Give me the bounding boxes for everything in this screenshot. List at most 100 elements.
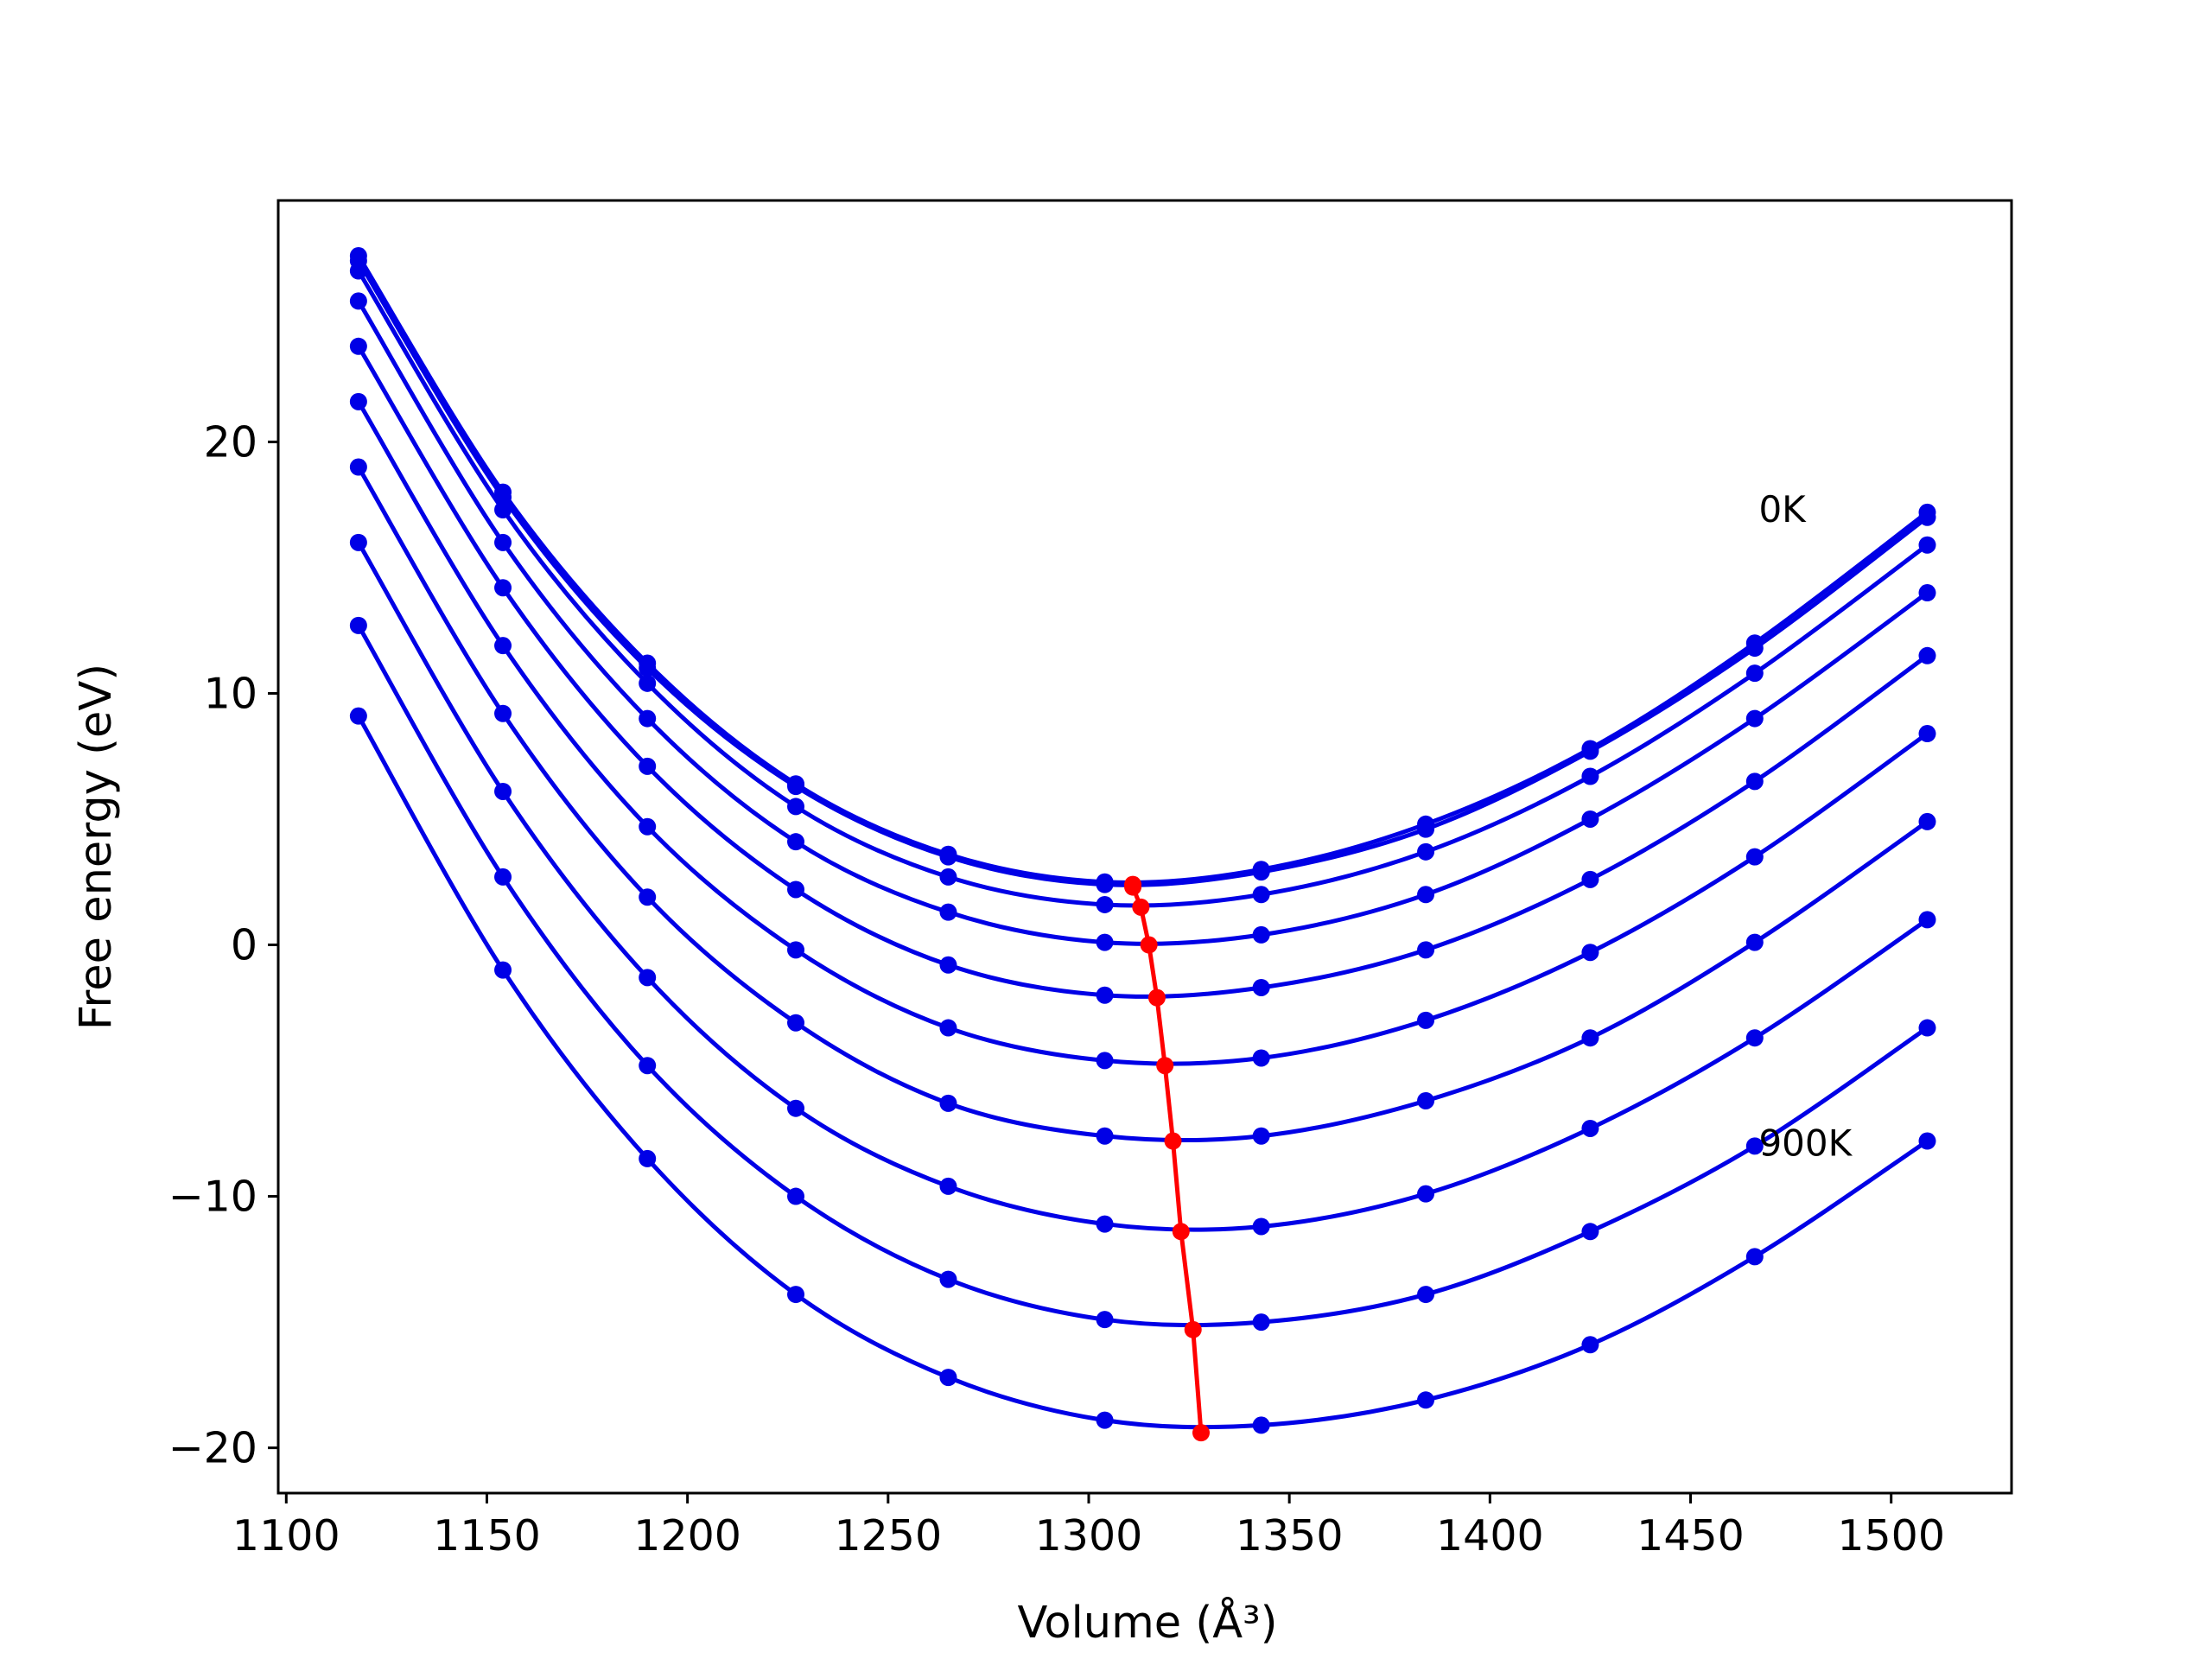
free-energy-curve: [356, 465, 1929, 1143]
data-point: [639, 888, 657, 906]
data-point: [787, 1286, 805, 1304]
data-point: [349, 262, 367, 280]
data-point: [939, 903, 957, 921]
data-point: [1581, 870, 1599, 888]
data-point: [1096, 986, 1114, 1004]
data-point: [1417, 1286, 1435, 1304]
data-point: [1252, 886, 1270, 904]
data-point: [349, 337, 367, 355]
y-tick-label: 20: [204, 417, 257, 467]
data-point: [787, 833, 805, 851]
free-energy-curve: [356, 540, 1929, 1232]
data-point: [1745, 1137, 1764, 1155]
data-point: [349, 392, 367, 410]
x-tick-label: 1450: [1637, 1511, 1745, 1560]
data-point: [1417, 886, 1435, 904]
series-5: [349, 392, 1936, 1070]
data-point: [1581, 944, 1599, 962]
data-point: [787, 941, 805, 959]
x-tick-label: 1250: [834, 1511, 942, 1560]
data-point: [1252, 925, 1270, 944]
data-point: [1417, 1185, 1435, 1203]
series-3: [349, 292, 1936, 951]
y-tick-label: 0: [231, 921, 257, 970]
y-axis-label: Free energy (eV): [71, 664, 122, 1030]
data-point: [1096, 875, 1114, 893]
y-axis-ticks: −20 −10 0 10 20: [168, 417, 278, 1473]
data-point: [939, 1270, 957, 1288]
data-point: [939, 1094, 957, 1112]
series-8: [349, 616, 1936, 1332]
series-6: [349, 458, 1936, 1145]
free-energy-curve: [356, 623, 1929, 1328]
data-point: [939, 848, 957, 866]
x-tick-label: 1100: [232, 1511, 340, 1560]
minimum-point: [1164, 1132, 1182, 1150]
data-point: [1918, 536, 1936, 554]
data-point: [1581, 1029, 1599, 1047]
data-point: [1417, 820, 1435, 838]
temperature-annotation: 900K: [1758, 1122, 1853, 1164]
data-point: [494, 782, 512, 800]
data-point: [349, 458, 367, 476]
data-point: [939, 1019, 957, 1037]
data-point: [639, 1149, 657, 1167]
data-point: [787, 1014, 805, 1032]
data-point: [1252, 978, 1270, 996]
data-point: [1252, 1416, 1270, 1434]
series-2: [349, 262, 1936, 913]
data-point: [639, 969, 657, 987]
minimum-point: [1192, 1424, 1211, 1442]
minimum-point: [1172, 1223, 1190, 1241]
data-point: [639, 1057, 657, 1075]
data-point: [494, 533, 512, 551]
data-point: [1918, 1132, 1936, 1150]
data-point: [939, 1177, 957, 1195]
minimum-point: [1147, 988, 1166, 1007]
x-tick-label: 1300: [1035, 1511, 1143, 1560]
data-point: [639, 659, 657, 677]
data-point: [1581, 767, 1599, 785]
minima-line: [1130, 884, 1204, 1433]
data-point: [1252, 1313, 1270, 1332]
minimum-point: [1124, 878, 1142, 896]
data-point: [494, 637, 512, 655]
data-point: [787, 1099, 805, 1117]
data-point: [1918, 1019, 1936, 1037]
data-point: [494, 579, 512, 597]
x-axis-ticks: 1100 1150 1200 1250 1300 1350 1400 1450 1500: [232, 1493, 1945, 1560]
annotations: 0K 900K: [1758, 488, 1853, 1164]
data-point: [1096, 1311, 1114, 1329]
data-point: [1745, 933, 1764, 951]
data-point: [1745, 1029, 1764, 1047]
x-tick-label: 1200: [633, 1511, 741, 1560]
minimum-point: [1132, 898, 1150, 916]
data-point: [1581, 1336, 1599, 1354]
data-point: [639, 709, 657, 728]
minimum-point: [1140, 936, 1158, 954]
x-tick-label: 1400: [1436, 1511, 1544, 1560]
data-point: [939, 1369, 957, 1387]
temperature-annotation: 0K: [1758, 488, 1807, 531]
data-point: [1918, 584, 1936, 602]
data-point: [1417, 1091, 1435, 1109]
series-9: [349, 707, 1936, 1434]
data-point: [639, 817, 657, 836]
data-point: [1581, 810, 1599, 828]
x-axis-label: Volume (Å³): [1017, 1595, 1277, 1649]
data-point: [1581, 1119, 1599, 1137]
data-point: [1417, 1011, 1435, 1029]
series-4: [349, 337, 1936, 1004]
x-tick-label: 1500: [1837, 1511, 1945, 1560]
data-point: [1096, 1127, 1114, 1145]
data-point: [939, 956, 957, 974]
data-point: [787, 778, 805, 796]
data-point: [1745, 639, 1764, 658]
data-point: [1918, 508, 1936, 526]
data-point: [1918, 911, 1936, 929]
data-point: [1918, 725, 1936, 743]
data-point: [349, 533, 367, 551]
data-point: [1252, 1217, 1270, 1236]
